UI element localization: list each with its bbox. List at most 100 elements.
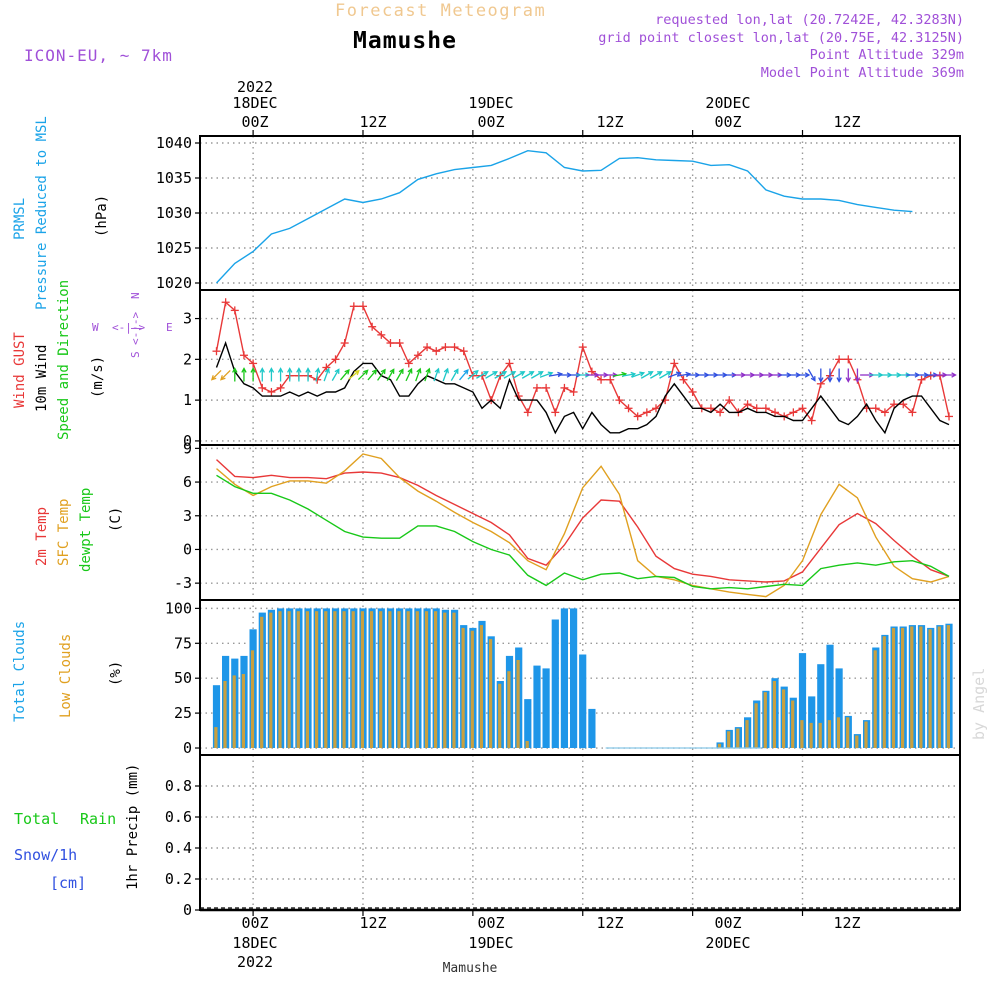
gust-marker — [642, 408, 651, 417]
wind-arrow-head — [804, 372, 811, 378]
gust-marker — [789, 408, 798, 417]
wind-arrow-head — [685, 371, 692, 378]
bottom-tick-00z-3: 00Z — [714, 914, 741, 932]
gust-marker — [807, 416, 816, 425]
wind-arrow-head — [398, 368, 404, 374]
gust-marker — [395, 339, 404, 348]
wind-arrow — [287, 367, 293, 382]
gust-marker — [423, 343, 432, 352]
wind-arrow — [512, 371, 526, 379]
watermark: by Angel — [970, 668, 988, 740]
wind-arrow-shaft — [667, 372, 681, 378]
wind-arrow-shaft — [450, 369, 459, 381]
wind-arrow — [494, 371, 508, 379]
wind-arrow-head — [810, 376, 816, 382]
wind-arrow-shaft — [650, 371, 662, 379]
gust-marker — [358, 302, 367, 311]
wind-arrow-head — [241, 367, 247, 373]
total-cloud-bar — [212, 685, 221, 748]
gust-marker — [706, 404, 715, 413]
label-celsius: (C) — [108, 507, 124, 532]
low-cloud-bar — [525, 741, 529, 748]
gust-marker — [331, 355, 340, 364]
wind-arrow-head — [547, 371, 554, 377]
wind-arrow — [367, 368, 378, 381]
low-cloud-bar — [241, 674, 245, 748]
model-altitude: Model Point Altitude 369m — [761, 65, 964, 81]
wind-arrow-shaft — [476, 371, 488, 379]
low-cloud-bar — [287, 611, 291, 748]
wind-arrow — [415, 367, 422, 382]
wind-arrow-shaft — [622, 373, 636, 377]
grid-point-coords: grid point closest lon,lat (20.75E, 42.3… — [598, 30, 964, 46]
wind-arrow — [268, 367, 275, 382]
wind-arrow — [386, 368, 395, 381]
wind-arrow-shaft — [315, 368, 319, 382]
label-speed-direction: Speed and Direction — [56, 280, 72, 440]
wind-arrow-head — [836, 377, 842, 383]
gust-marker — [349, 302, 358, 311]
wind-arrow-shaft — [386, 369, 395, 381]
label-dewpt-temp: dewpt Temp — [78, 488, 94, 572]
wind-arrow-head — [675, 371, 682, 377]
wind-arrow-head — [647, 371, 654, 376]
label-ms: (m/s) — [90, 356, 106, 398]
temp-ytick-label-0: -3 — [174, 574, 192, 592]
gust-marker — [569, 387, 578, 396]
wind-ytick-label-3: 3 — [183, 310, 192, 328]
bottom-year: 2022 — [237, 953, 273, 971]
wind-arrow — [807, 369, 816, 382]
gust-marker — [413, 351, 422, 360]
wind-series — [210, 298, 957, 435]
wind-arrow-shaft — [503, 371, 516, 379]
gust-marker — [899, 400, 908, 409]
wind-arrow-head — [510, 371, 517, 376]
wind-arrow-shaft — [433, 368, 440, 382]
wind-ytick-label-1: 1 — [183, 391, 192, 409]
gust-marker — [725, 396, 734, 405]
low-cloud-bar — [260, 616, 264, 749]
low-cloud-bar — [754, 703, 758, 748]
low-cloud-bar — [809, 722, 813, 748]
pressure-ytick-label-0: 1020 — [156, 274, 192, 292]
low-cloud-bar — [873, 650, 877, 748]
wind-arrow — [854, 368, 861, 383]
temp-panel: -3 0 3 6 9 — [174, 439, 961, 601]
wind-arrow — [485, 371, 498, 379]
wind-arrow — [521, 371, 535, 379]
wind-frame — [199, 289, 961, 446]
low-cloud-bar — [901, 627, 905, 748]
wind-arrow-shaft — [459, 369, 469, 381]
wind-arrow — [827, 368, 833, 383]
wind-arrow — [348, 369, 360, 380]
wind-arrow-head — [425, 367, 431, 374]
bottom-tick-12z-1: 12Z — [359, 914, 386, 932]
gust-marker — [560, 383, 569, 392]
gust-marker — [276, 383, 285, 392]
pressure-series — [215, 149, 913, 284]
wind-arrow-head — [657, 371, 663, 376]
wind-arrow-head — [501, 371, 508, 376]
wind-arrow-head — [354, 369, 360, 376]
bottom-location: Mamushe — [443, 961, 498, 976]
wind-arrow — [503, 371, 517, 379]
wind-arrow — [942, 372, 957, 378]
gust-marker — [835, 355, 844, 364]
top-tick-00z-2: 00Z — [477, 113, 504, 131]
wind-arrow-head — [818, 377, 824, 383]
label-precip-mm: 1hr Precip (mm) — [125, 764, 141, 890]
gust-marker — [221, 298, 230, 307]
gust-marker — [716, 408, 725, 417]
total-cloud-bar — [817, 664, 825, 748]
wind-arrow-head — [639, 371, 646, 377]
temp-ytick-label-1: 0 — [183, 540, 192, 558]
gust-marker — [532, 383, 541, 392]
clouds-ytick-label-1: 25 — [174, 704, 192, 722]
wind-arrow — [836, 368, 842, 383]
gust-marker — [542, 383, 551, 392]
low-cloud-bar — [379, 611, 383, 748]
wind-arrow-head — [259, 367, 265, 373]
pressure-ytick-label-1: 1025 — [156, 239, 192, 257]
wind-arrow-shaft — [539, 372, 553, 378]
wind-arrow-head — [210, 375, 217, 381]
